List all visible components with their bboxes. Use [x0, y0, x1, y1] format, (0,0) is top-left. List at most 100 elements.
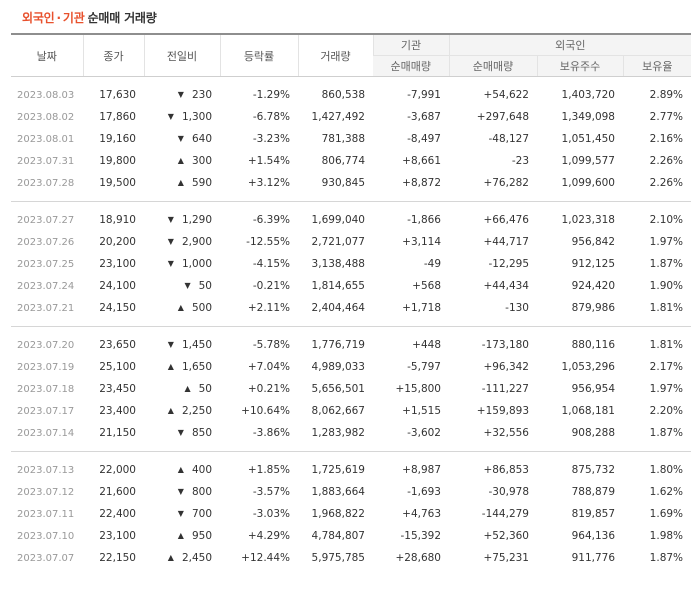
title-dot: ·: [56, 11, 62, 25]
cell-volume: 1,883,664: [311, 486, 365, 498]
cell-inst-net: +28,680: [395, 552, 441, 564]
cell-foreign-hold: 1,051,450: [561, 133, 615, 145]
cell-close: 22,400: [99, 508, 136, 520]
spacer-cell: [11, 327, 691, 335]
cell-foreign-net: -48,127: [488, 133, 529, 145]
cell-rate: -1.29%: [252, 89, 290, 101]
cell-foreign-hold: 1,099,600: [561, 177, 615, 189]
cell-date: 2023.07.27: [17, 214, 75, 226]
title-foreign: 외국인: [22, 11, 55, 25]
cell-change: ▲ 2,250: [144, 400, 220, 422]
cell-date: 2023.07.25: [17, 258, 75, 270]
cell-close: 23,100: [99, 258, 136, 270]
cell-volume: 1,427,492: [311, 111, 365, 123]
cell-date: 2023.08.02: [17, 111, 75, 123]
cell-close: 19,800: [99, 155, 136, 167]
cell-foreign-ratio: 2.10%: [649, 214, 684, 226]
cell-foreign-net: +52,360: [483, 530, 529, 542]
cell-volume: 1,725,619: [311, 464, 365, 476]
cell-close: 21,600: [99, 486, 136, 498]
cell-inst-net: -49: [423, 258, 441, 270]
change-value: 400: [191, 464, 212, 476]
cell-foreign-ratio: 1.62%: [649, 486, 684, 498]
cell-change: ▲ 300: [144, 150, 220, 172]
header-rate: 등락률: [219, 33, 298, 77]
group-top-spacer: [11, 202, 691, 210]
triangle-up-icon: ▲: [177, 303, 184, 312]
cell-close: 25,100: [99, 361, 136, 373]
cell-foreign-net: -111,227: [481, 383, 529, 395]
cell-volume: 4,989,033: [311, 361, 365, 373]
cell-foreign-hold: 911,776: [571, 552, 615, 564]
divider-cell: [11, 194, 692, 202]
table-row: 2023.07.18 23,450 ▲ 50 +0.21% 5,656,501 +15,80…: [11, 378, 691, 400]
change-value: 700: [191, 508, 212, 520]
cell-foreign-hold: 788,879: [571, 486, 615, 498]
triangle-down-icon: ▼: [167, 340, 174, 349]
cell-change: ▲ 590: [144, 172, 220, 194]
cell-foreign-hold: 1,403,720: [561, 89, 615, 101]
table-row: 2023.07.19 25,100 ▲ 1,650 +7.04% 4,989,033 -5,…: [11, 356, 691, 378]
triangle-up-icon: ▲: [167, 553, 174, 562]
triangle-down-icon: ▼: [177, 134, 184, 143]
cell-rate: +7.04%: [247, 361, 290, 373]
table-row: 2023.07.07 22,150 ▲ 2,450 +12.44% 5,975,785 +2…: [11, 547, 691, 569]
table-row: 2023.07.27 18,910 ▼ 1,290 -6.39% 1,699,040 -1,…: [11, 209, 691, 231]
cell-date: 2023.07.21: [17, 302, 75, 314]
cell-change: ▼ 50: [144, 275, 220, 297]
cell-inst-net: -8,497: [407, 133, 441, 145]
cell-foreign-net: +75,231: [483, 552, 529, 564]
change-value: 1,650: [181, 361, 212, 373]
cell-foreign-net: +96,342: [483, 361, 529, 373]
cell-date: 2023.07.31: [17, 155, 75, 167]
cell-change: ▲ 950: [144, 525, 220, 547]
change-value: 2,450: [181, 552, 212, 564]
cell-foreign-hold: 956,842: [571, 236, 615, 248]
cell-foreign-ratio: 1.87%: [649, 552, 684, 564]
cell-change: ▼ 1,300: [144, 106, 220, 128]
cell-close: 17,860: [99, 111, 136, 123]
change-value: 500: [191, 302, 212, 314]
change-value: 300: [191, 155, 212, 167]
table-row: 2023.07.31 19,800 ▲ 300 +1.54% 806,774 +8,661 -…: [11, 150, 691, 172]
cell-rate: -4.15%: [252, 258, 290, 270]
cell-close: 19,500: [99, 177, 136, 189]
triangle-down-icon: ▼: [167, 237, 174, 246]
cell-foreign-net: +54,622: [483, 89, 529, 101]
section-title: 외국인 · 기관 순매매 거래량: [22, 9, 157, 26]
cell-foreign-hold: 880,116: [571, 339, 615, 351]
cell-volume: 1,814,655: [311, 280, 365, 292]
table-row: 2023.07.13 22,000 ▲ 400 +1.85% 1,725,619 +8,98…: [11, 459, 691, 481]
divider-cell: [11, 444, 692, 452]
cell-inst-net: -3,687: [407, 111, 441, 123]
change-value: 950: [191, 530, 212, 542]
header-inst-net: 순매매량: [373, 55, 449, 77]
cell-inst-net: +1,718: [402, 302, 441, 314]
cell-foreign-net: +159,893: [476, 405, 529, 417]
cell-rate: -6.39%: [252, 214, 290, 226]
cell-volume: 2,404,464: [311, 302, 365, 314]
cell-foreign-ratio: 1.81%: [649, 339, 684, 351]
spacer-cell: [11, 202, 691, 210]
cell-inst-net: -3,602: [407, 427, 441, 439]
cell-date: 2023.07.20: [17, 339, 75, 351]
header-close: 종가: [82, 33, 144, 77]
triangle-up-icon: ▲: [167, 362, 174, 371]
cell-foreign-ratio: 2.26%: [649, 177, 684, 189]
change-value: 640: [191, 133, 212, 145]
change-value: 50: [198, 383, 212, 395]
change-value: 1,000: [181, 258, 212, 270]
cell-rate: +3.12%: [247, 177, 290, 189]
cell-foreign-hold: 879,986: [571, 302, 615, 314]
cell-inst-net: +4,763: [402, 508, 441, 520]
cell-foreign-hold: 908,288: [571, 427, 615, 439]
triangle-up-icon: ▲: [177, 156, 184, 165]
change-value: 1,450: [181, 339, 212, 351]
cell-date: 2023.07.19: [17, 361, 75, 373]
cell-volume: 930,845: [321, 177, 365, 189]
cell-rate: +2.11%: [247, 302, 290, 314]
cell-volume: 781,388: [321, 133, 365, 145]
triangle-down-icon: ▼: [167, 215, 174, 224]
cell-date: 2023.07.12: [17, 486, 75, 498]
spacer-cell: [11, 452, 691, 460]
